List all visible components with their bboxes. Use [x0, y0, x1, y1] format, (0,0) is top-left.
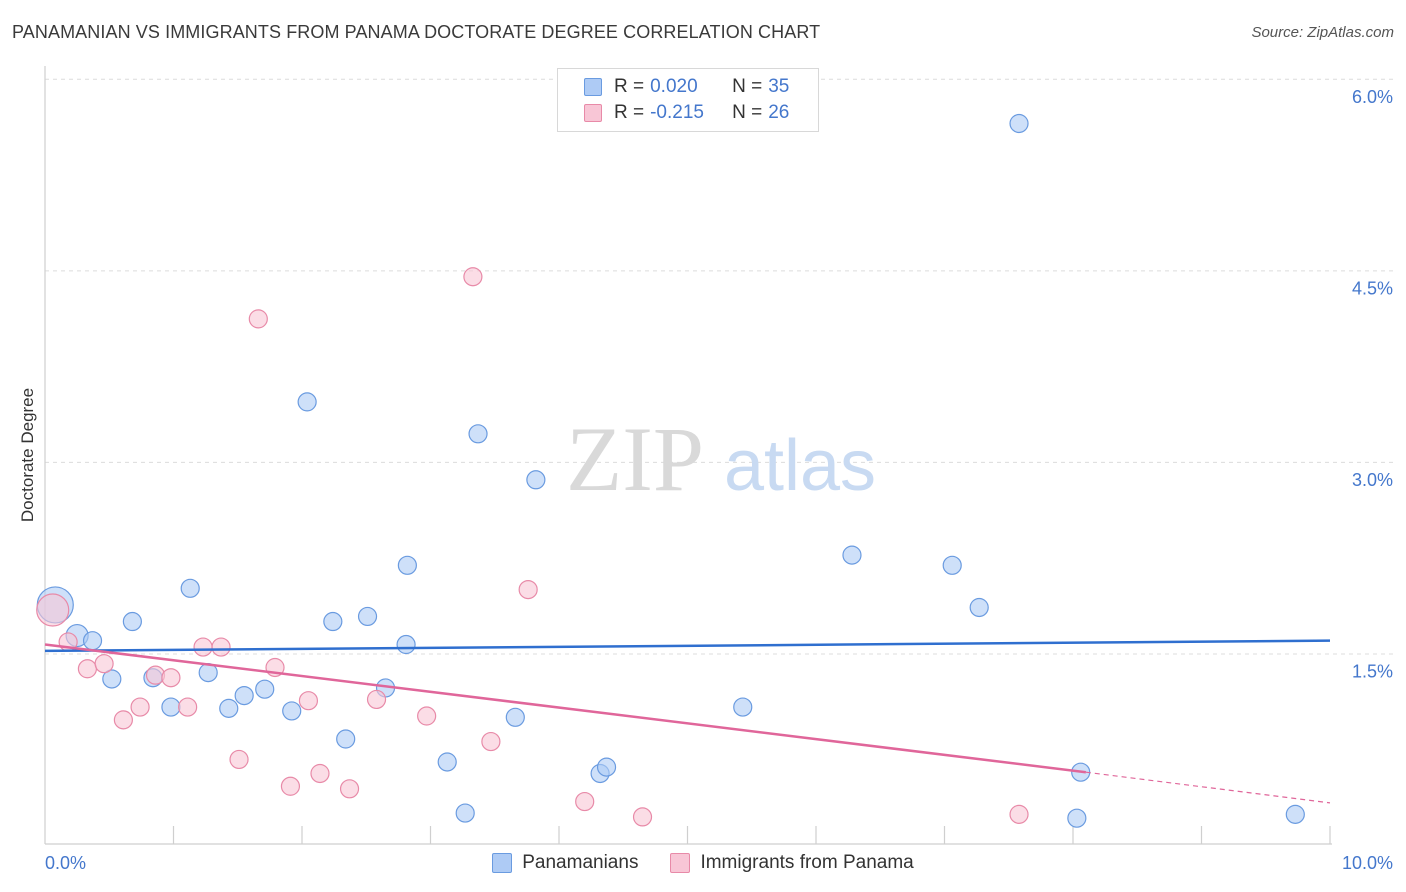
point-panamanians	[180, 578, 200, 598]
point-panamanians	[234, 685, 254, 706]
legend-swatch-pink	[670, 853, 691, 873]
point-panamanians	[336, 729, 356, 749]
watermark-atlas: atlas	[724, 426, 876, 506]
point-immigrants	[463, 267, 483, 287]
point-panamanians	[505, 707, 525, 727]
legend-swatch-pink	[584, 104, 602, 122]
trend-line-panamanians	[44, 639, 1331, 653]
tick-labels: 1.5% 3.0% 4.5% 6.0% 0.0% 10.0%	[45, 87, 1393, 873]
legend-r-label: R =	[614, 76, 645, 97]
axes	[44, 66, 1332, 845]
series-legend: Panamanians Immigrants from Panama	[0, 852, 1406, 874]
point-panamanians	[102, 669, 122, 689]
point-panamanians	[733, 697, 753, 717]
point-immigrants	[130, 697, 150, 717]
point-immigrants	[280, 776, 301, 796]
point-immigrants	[518, 579, 538, 600]
point-immigrants	[36, 593, 70, 627]
point-immigrants	[417, 706, 437, 726]
point-panamanians	[942, 555, 962, 575]
point-panamanians	[323, 611, 343, 632]
y-tick-label: 6.0%	[1352, 87, 1393, 107]
point-panamanians	[1285, 804, 1305, 824]
chart-title: PANAMANIAN VS IMMIGRANTS FROM PANAMA DOC…	[12, 22, 821, 42]
trend-lines	[44, 639, 1331, 804]
grid-lines	[45, 78, 1395, 655]
point-panamanians	[282, 701, 302, 721]
point-immigrants	[248, 309, 268, 329]
point-panamanians	[1067, 808, 1087, 828]
legend-row-immigrants: R = -0.215 N = 26	[584, 101, 789, 125]
point-immigrants	[94, 654, 114, 674]
y-tick-label: 1.5%	[1352, 661, 1393, 681]
correlation-legend: R = 0.020 N = 35 R = -0.215 N = 26	[557, 68, 819, 132]
point-immigrants	[211, 637, 231, 657]
point-panamanians	[357, 606, 378, 627]
legend-n-label: N =	[732, 102, 763, 123]
data-points	[36, 113, 1305, 828]
point-panamanians	[397, 555, 417, 575]
point-immigrants	[575, 791, 595, 812]
point-panamanians	[455, 803, 475, 823]
legend-item-panamanians[interactable]: Panamanians	[492, 852, 638, 874]
y-tick-label: 4.5%	[1352, 278, 1393, 298]
point-panamanians	[969, 597, 989, 618]
watermark: ZIP atlas	[566, 408, 876, 510]
x-tick-label: 0.0%	[45, 853, 86, 873]
legend-n-value: 26	[768, 102, 790, 123]
trend-line-immigrants-extension	[1085, 771, 1331, 804]
legend-swatch-blue	[584, 78, 602, 96]
point-panamanians	[396, 634, 416, 655]
legend-swatch-blue	[492, 853, 513, 873]
legend-row-panamanians: R = 0.020 N = 35	[584, 75, 789, 99]
point-panamanians	[255, 679, 275, 699]
point-panamanians	[468, 424, 488, 444]
legend-r-value: -0.215	[650, 102, 704, 123]
point-immigrants	[161, 668, 181, 688]
point-panamanians	[1009, 113, 1029, 134]
legend-label: Immigrants from Panama	[700, 852, 914, 873]
point-immigrants	[1009, 804, 1029, 824]
point-immigrants	[298, 691, 319, 711]
y-tick-label: 3.0%	[1352, 470, 1393, 490]
point-panamanians	[219, 698, 239, 718]
trend-line-immigrants	[44, 643, 1087, 774]
point-panamanians	[297, 392, 317, 412]
point-immigrants	[339, 779, 360, 799]
point-immigrants	[310, 763, 330, 784]
point-immigrants	[113, 710, 133, 730]
point-immigrants	[481, 731, 501, 752]
x-tick-label: 10.0%	[1342, 853, 1393, 873]
point-panamanians	[122, 611, 142, 632]
point-immigrants	[178, 697, 198, 717]
point-immigrants	[632, 807, 653, 827]
legend-r-label: R =	[614, 102, 645, 123]
point-immigrants	[77, 659, 98, 679]
legend-item-immigrants[interactable]: Immigrants from Panama	[670, 852, 914, 874]
point-immigrants	[366, 689, 387, 710]
legend-n-value: 35	[768, 76, 790, 97]
point-panamanians	[596, 757, 617, 777]
point-panamanians	[161, 697, 181, 717]
point-immigrants	[193, 637, 213, 657]
point-panamanians	[437, 752, 457, 772]
point-immigrants	[229, 749, 249, 770]
point-panamanians	[842, 545, 862, 565]
legend-label: Panamanians	[522, 852, 639, 873]
legend-n-label: N =	[732, 76, 763, 97]
point-panamanians	[82, 631, 103, 651]
legend-r-value: 0.020	[650, 76, 698, 97]
point-panamanians	[526, 470, 546, 490]
watermark-zip: ZIP	[566, 408, 704, 510]
source-label: Source: ZipAtlas.com	[1251, 24, 1394, 41]
